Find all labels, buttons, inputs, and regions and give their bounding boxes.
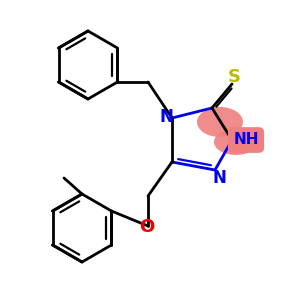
Text: O: O bbox=[140, 218, 154, 236]
Text: S: S bbox=[227, 68, 241, 86]
Ellipse shape bbox=[214, 129, 258, 155]
Text: N: N bbox=[159, 108, 173, 126]
Text: NH: NH bbox=[233, 133, 259, 148]
Ellipse shape bbox=[197, 107, 243, 137]
Text: N: N bbox=[212, 169, 226, 187]
